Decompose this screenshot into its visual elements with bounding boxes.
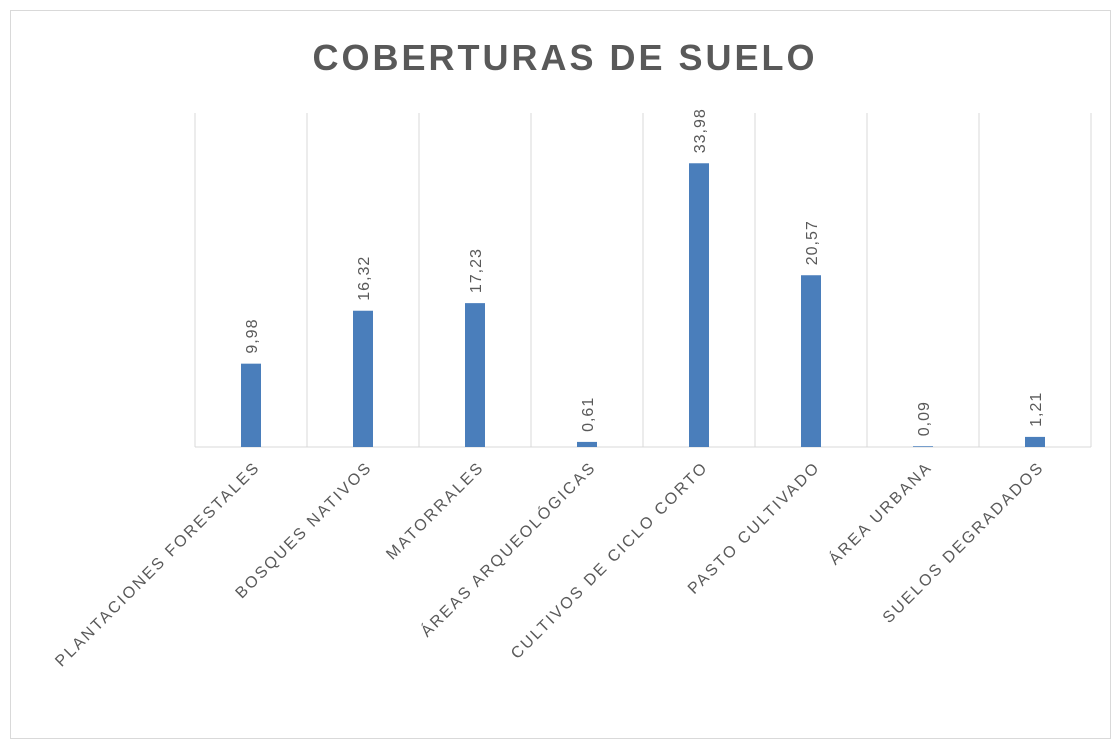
bar	[577, 441, 597, 447]
value-label: 33,98	[692, 108, 709, 153]
value-label: 16,32	[356, 256, 373, 301]
chart-title: COBERTURAS DE SUELO	[312, 37, 817, 78]
bar	[241, 363, 261, 447]
value-label: 9,98	[244, 319, 261, 354]
bar	[465, 303, 485, 447]
bar	[353, 310, 373, 447]
chart-border	[10, 10, 1111, 739]
bar	[1025, 436, 1045, 447]
value-label: 17,23	[468, 248, 485, 293]
bar	[689, 163, 709, 447]
value-label: 0,61	[580, 397, 597, 432]
value-label: 20,57	[804, 220, 821, 265]
value-label: 1,21	[1028, 392, 1045, 427]
bar	[801, 275, 821, 447]
value-label: 0,09	[916, 401, 933, 436]
bar	[913, 446, 933, 447]
